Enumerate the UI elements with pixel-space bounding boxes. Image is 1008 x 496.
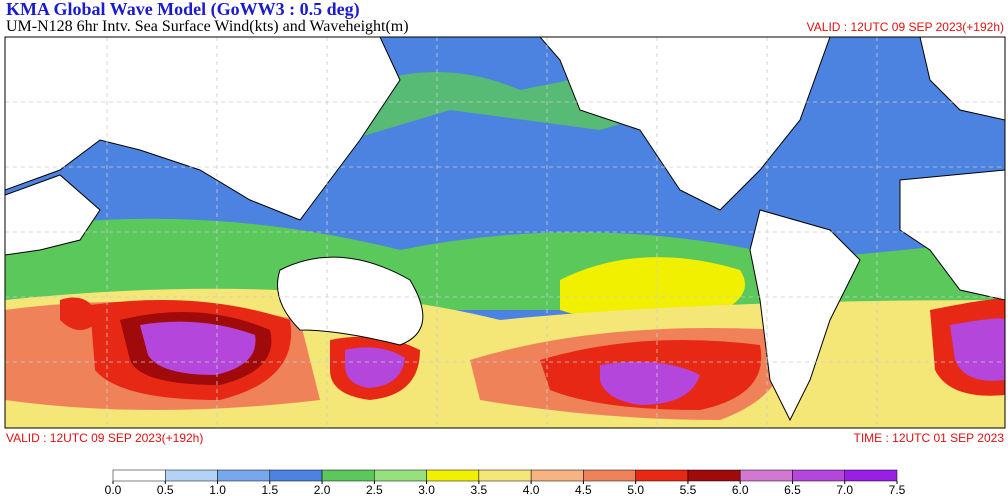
- colorbar-label: 2.0: [314, 483, 331, 496]
- colorbar-swatch: [739, 469, 793, 482]
- colorbar: 0.0 0.5 1.0 1.5 2.0 2.5 3.0 3.5 4.0 4.5 5.0 5.5 6.0 6…: [105, 469, 906, 496]
- colorbar-swatch: [217, 469, 271, 482]
- colorbar-swatch: [635, 469, 689, 482]
- subtitle: UM-N128 6hr Intv. Sea Surface Wind(kts) …: [6, 18, 409, 35]
- colorbar-label: 7.0: [836, 483, 853, 496]
- map: [4, 36, 1006, 429]
- init-time: TIME : 12UTC 01 SEP 2023: [853, 431, 1004, 445]
- colorbar-swatch: [844, 469, 898, 482]
- colorbar-label: 1.0: [209, 483, 226, 496]
- colorbar-label: 6.0: [732, 483, 749, 496]
- colorbar-swatch: [165, 469, 218, 482]
- colorbar-swatch: [792, 469, 845, 482]
- colorbar-swatch: [530, 469, 584, 482]
- colorbar-label: 7.5: [889, 483, 906, 496]
- title: KMA Global Wave Model (GoWW3 : 0.5 deg): [6, 0, 360, 20]
- colorbar-label: 1.5: [261, 483, 278, 496]
- colorbar-label: 5.5: [680, 483, 697, 496]
- colorbar-label: 0.5: [157, 483, 174, 496]
- colorbar-swatch: [374, 469, 427, 482]
- colorbar-label: 4.0: [523, 483, 540, 496]
- colorbar-label: 4.5: [575, 483, 592, 496]
- colorbar-label: 3.5: [471, 483, 488, 496]
- colorbar-swatch: [269, 469, 323, 482]
- colorbar-swatch: [583, 469, 636, 482]
- colorbar-swatch: [426, 469, 480, 482]
- colorbar-label: 2.5: [366, 483, 383, 496]
- colorbar-swatch: [321, 469, 375, 482]
- colorbar-label: 6.5: [784, 483, 801, 496]
- valid-top: VALID : 12UTC 09 SEP 2023(+192h): [807, 20, 1004, 34]
- colorbar-swatch: [112, 469, 166, 482]
- colorbar-swatch: [478, 469, 532, 482]
- valid-bottom: VALID : 12UTC 09 SEP 2023(+192h): [6, 431, 203, 445]
- colorbar-label: 5.0: [627, 483, 644, 496]
- colorbar-swatch: [687, 469, 741, 482]
- colorbar-label: 0.0: [105, 483, 122, 496]
- colorbar-label: 3.0: [418, 483, 435, 496]
